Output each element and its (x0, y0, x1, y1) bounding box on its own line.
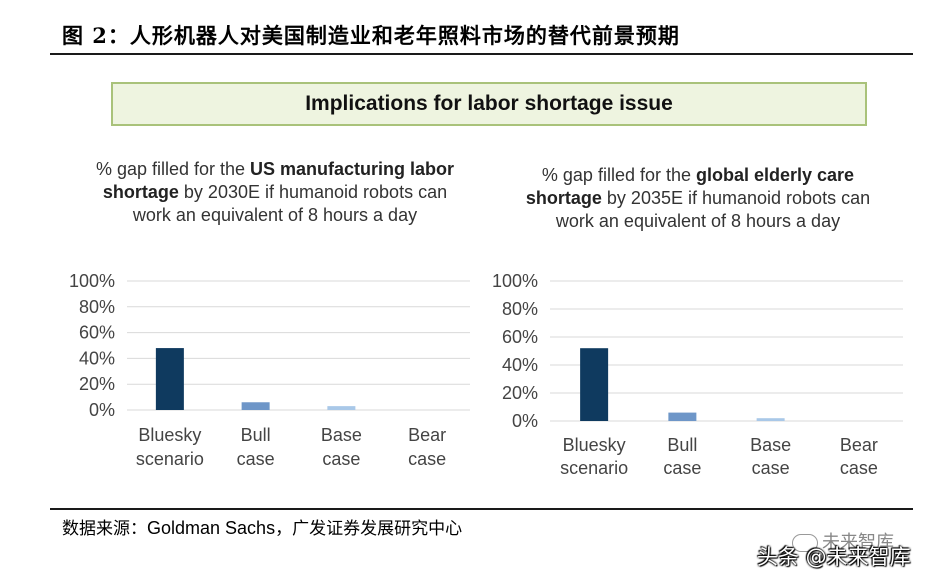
source-rest: ，广发证券发展研究中心 (275, 519, 463, 539)
left-category-label: Bluesky (138, 425, 201, 445)
figure-title: 图 2：人形机器人对美国制造业和老年照料市场的替代前景预期 (62, 23, 680, 48)
right-bar (580, 348, 609, 421)
left-bar-chart: 0% 20% 40% 60% 80% 100% Bluesky scenario Bull cas… (69, 271, 470, 469)
watermark-top-text: 未来智库 (822, 532, 894, 553)
left-ytick-label: 0% (89, 400, 115, 420)
wechat-icon (792, 534, 818, 552)
right-category-label: Bear (840, 435, 878, 455)
left-category-label: Bear (408, 425, 446, 445)
watermark-top: 未来智库 (792, 528, 894, 554)
top-rule (50, 53, 913, 55)
right-category-label: Bluesky (563, 435, 626, 455)
left-bar (327, 406, 356, 410)
right-subtitle-bold: global elderly care shortage (525, 165, 855, 208)
left-ytick-label: 40% (79, 348, 115, 368)
right-category-label: case (840, 458, 878, 478)
left-subtitle-pre: % gap filled for the (95, 159, 251, 179)
left-bar (241, 402, 270, 410)
source-label: 数据来源： (62, 519, 147, 539)
right-chart-subtitle: % gap filled for the global elderly care… (512, 164, 884, 233)
left-subtitle-bold: US manufacturing labor shortage (102, 159, 455, 202)
left-ytick-label: 60% (79, 323, 115, 343)
bottom-rule (50, 508, 913, 510)
watermark-bottom: 头条 @未来智库 (757, 545, 911, 569)
left-ytick-label: 20% (79, 374, 115, 394)
left-ytick-label: 80% (79, 297, 115, 317)
left-category-label: scenario (136, 449, 204, 469)
source-name: Goldman Sachs (147, 518, 276, 538)
left-category-label: case (322, 449, 360, 469)
left-chart-subtitle: % gap filled for the US manufacturing la… (90, 158, 460, 227)
right-ytick-label: 100% (492, 271, 538, 291)
right-ytick-label: 80% (502, 299, 538, 319)
left-category-label: Bull (241, 425, 271, 445)
right-category-label: Base (750, 435, 791, 455)
source-note: 数据来源：Goldman Sachs，广发证券发展研究中心 (62, 514, 462, 539)
left-category-label: Base (321, 425, 362, 445)
right-subtitle-post: by 2035E if humanoid robots can work an … (555, 188, 871, 231)
right-bar-chart: 0% 20% 40% 60% 80% 100% Bluesky scenario Bull cas… (492, 271, 903, 478)
left-bar (155, 348, 184, 410)
left-category-label: case (237, 449, 275, 469)
right-bar (668, 412, 697, 421)
left-ytick-label: 100% (69, 271, 115, 291)
right-category-label: scenario (560, 458, 628, 478)
right-ytick-label: 0% (512, 411, 538, 431)
right-subtitle-pre: % gap filled for the (541, 165, 696, 185)
left-subtitle-post: by 2030E if humanoid robots can work an … (132, 182, 448, 225)
right-bar (756, 418, 785, 421)
left-category-label: case (408, 449, 446, 469)
right-ytick-label: 60% (502, 327, 538, 347)
right-category-label: Bull (667, 435, 697, 455)
right-ytick-label: 20% (502, 383, 538, 403)
banner-title: Implications for labor shortage issue (111, 82, 867, 126)
right-ytick-label: 40% (502, 355, 538, 375)
right-category-label: case (752, 458, 790, 478)
right-category-label: case (663, 458, 701, 478)
